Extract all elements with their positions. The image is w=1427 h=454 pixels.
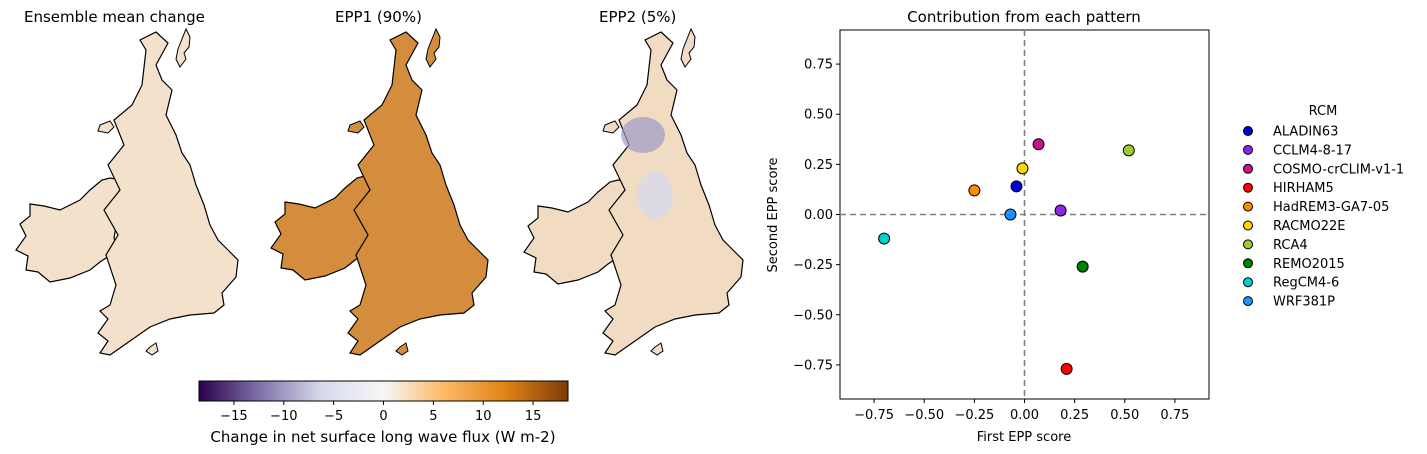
y-tick-label: −0.25 [793, 258, 833, 273]
x-axis-label: First EPP score [977, 430, 1071, 445]
legend-label: CCLM4-8-17 [1273, 143, 1352, 158]
point-rca4 [1122, 144, 1135, 157]
maps-group [15, 27, 744, 356]
ireland-outline [15, 177, 125, 283]
legend-marker [1243, 126, 1253, 136]
legend-label: RegCM4-6 [1273, 276, 1339, 291]
point-hadrem3-ga7-05 [968, 184, 981, 197]
point-wrf381p [1004, 208, 1017, 221]
point-aladin63 [1010, 180, 1023, 193]
colorbar-tick-label: −5 [324, 409, 343, 424]
colorbar-tick-label: 10 [475, 409, 492, 424]
colorbar-label: Change in net surface long wave flux (W … [210, 428, 555, 446]
negative-anomaly-patch [637, 171, 673, 219]
y-tick-label: 0.00 [804, 208, 833, 223]
y-tick-label: −0.75 [793, 358, 833, 373]
map-title-ensemble: Ensemble mean change [24, 8, 205, 26]
legend-label: COSMO-crCLIM-v1-1 [1273, 162, 1404, 177]
uk-map-0 [15, 27, 239, 356]
colorbar-tick-label: −10 [270, 409, 297, 424]
negative-anomaly-patch [621, 117, 665, 153]
legend-label: REMO2015 [1273, 257, 1345, 272]
map-title-epp1: EPP1 (90%) [335, 8, 422, 26]
hebrides-outline [97, 120, 115, 134]
isle-outline [650, 342, 664, 356]
shetland-outline [425, 27, 441, 68]
legend-marker [1243, 163, 1253, 174]
legend-marker [1243, 258, 1253, 269]
hebrides-outline [347, 120, 365, 134]
legend-marker [1243, 239, 1253, 250]
colorbar-tick-label: 15 [525, 409, 542, 424]
colorbar-bar [198, 380, 569, 402]
x-tick-label: 0.25 [1060, 408, 1089, 423]
legend-marker [1243, 144, 1253, 155]
uk-map-1 [270, 27, 489, 356]
y-tick-label: 0.50 [804, 108, 833, 123]
y-tick-label: 0.75 [804, 58, 833, 73]
y-tick-label: −0.50 [793, 308, 833, 323]
legend-label: RCA4 [1273, 238, 1308, 253]
point-remo2015 [1076, 260, 1089, 273]
x-tick-label: 0.00 [1010, 408, 1039, 423]
point-cclm4-8-17 [1054, 204, 1067, 217]
legend-label: HadREM3-GA7-05 [1273, 200, 1389, 215]
point-regcm4-6 [878, 232, 891, 245]
legend-marker [1243, 296, 1253, 307]
legend: RCM ALADIN63 CCLM4-8-17 COSMO-crCLIM-v1-1 H… [1243, 104, 1404, 310]
legend-label: HIRHAM5 [1273, 181, 1334, 196]
point-cosmo-crclim-v1-1 [1032, 138, 1045, 151]
x-tick-label: −0.25 [954, 408, 994, 423]
y-axis-label: Second EPP score [766, 158, 781, 273]
legend-label: RACMO22E [1273, 219, 1345, 234]
legend-marker [1243, 182, 1253, 193]
map-title-epp2: EPP2 (5%) [599, 8, 677, 26]
colorbar: −15 −10 −5 0 5 10 15 Change in net surface lon… [198, 380, 569, 446]
isle-outline [395, 342, 409, 356]
x-tick-label: 0.75 [1160, 408, 1189, 423]
point-hirham5 [1060, 362, 1073, 375]
x-tick-label: −0.50 [904, 408, 944, 423]
isle-outline [145, 342, 159, 356]
colorbar-tick-label: 0 [379, 409, 387, 424]
legend-marker [1243, 220, 1253, 231]
x-tick-label: −0.75 [854, 408, 894, 423]
great-britain-outline [347, 31, 489, 356]
legend-marker [1243, 201, 1253, 212]
scatter-title: Contribution from each pattern [907, 8, 1141, 26]
colorbar-tick-label: −15 [220, 409, 247, 424]
legend-label: ALADIN63 [1273, 125, 1338, 140]
great-britain-outline [602, 31, 744, 356]
uk-map-2 [523, 27, 744, 356]
great-britain-outline [97, 31, 239, 356]
y-tick-label: 0.25 [804, 158, 833, 173]
scatter-plot: Contribution from each pattern −0.75 −0.5… [766, 8, 1210, 445]
legend-title: RCM [1309, 104, 1338, 119]
legend-marker [1243, 277, 1253, 288]
x-tick-label: 0.50 [1110, 408, 1139, 423]
legend-label: WRF381P [1273, 295, 1335, 310]
shetland-outline [680, 27, 696, 68]
shetland-outline [175, 27, 191, 68]
colorbar-tick-label: 5 [429, 409, 437, 424]
hebrides-outline [602, 120, 620, 134]
point-racmo22e [1016, 162, 1029, 175]
